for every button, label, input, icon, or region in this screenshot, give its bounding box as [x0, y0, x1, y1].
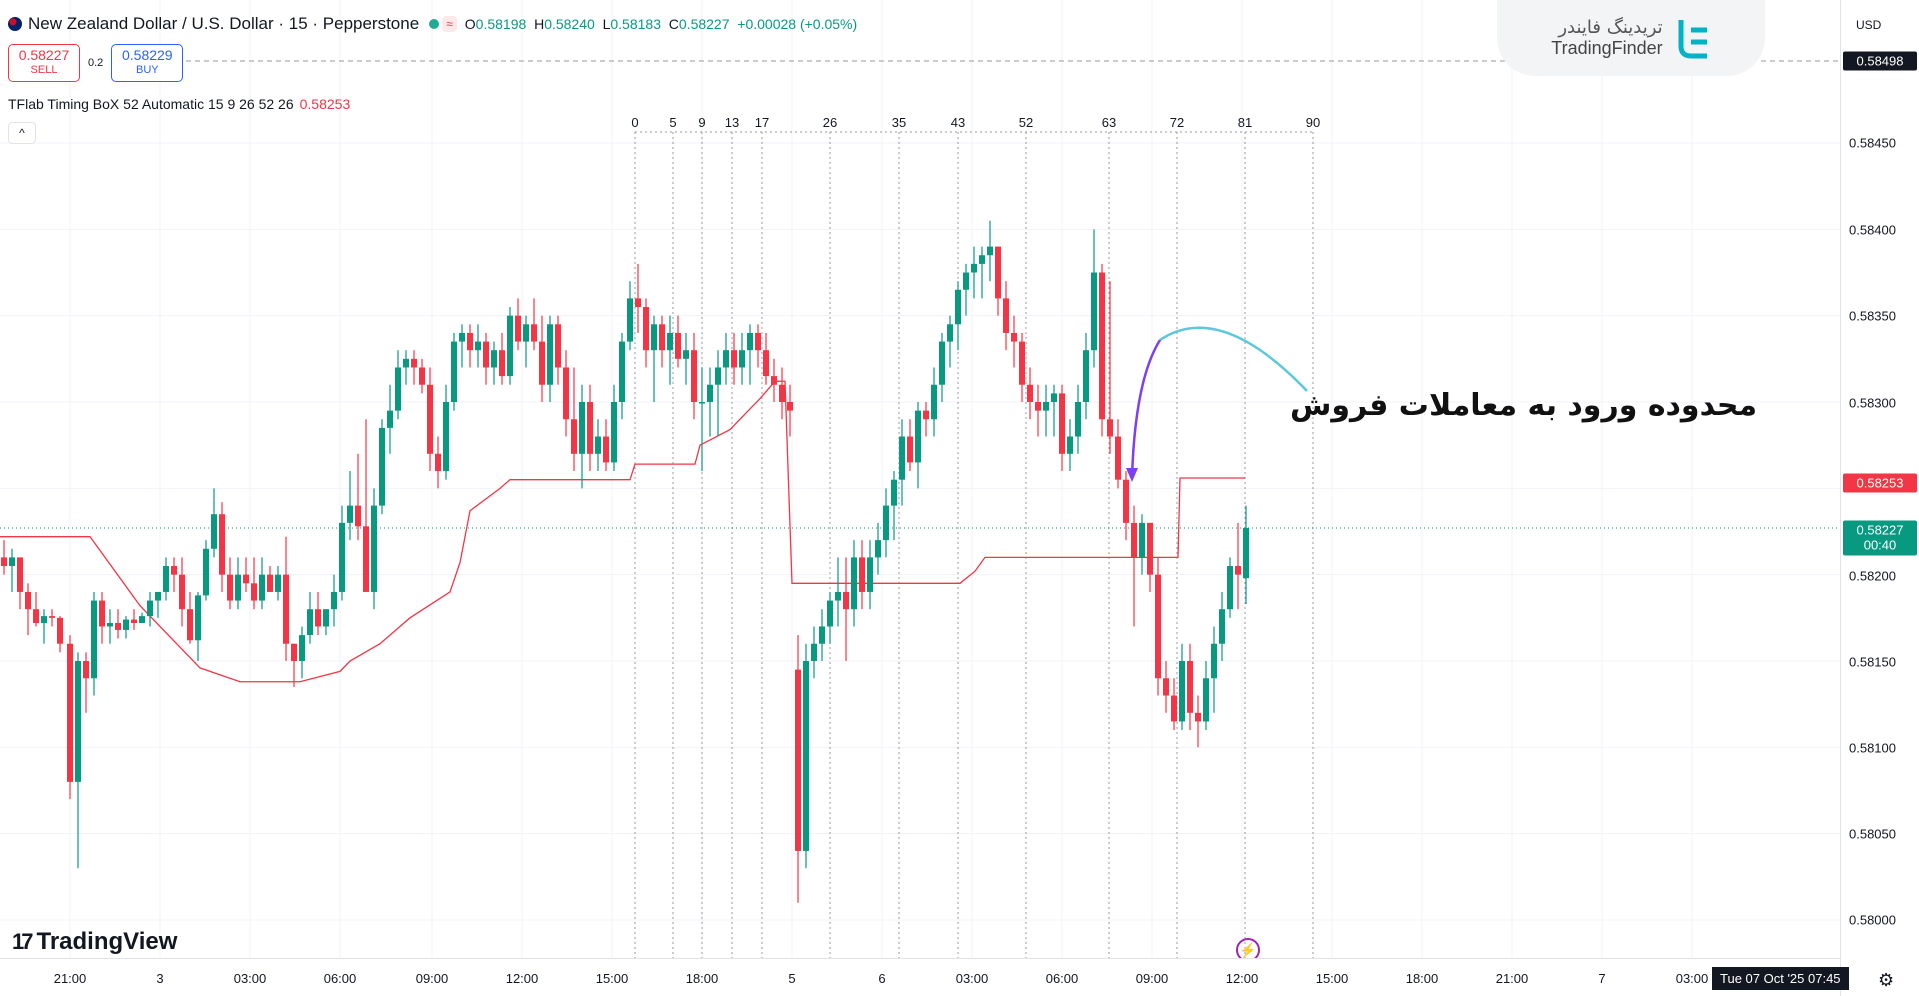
time-tick-label: 21:00	[53, 971, 87, 986]
time-tick-label: 18:00	[1405, 971, 1439, 986]
price-tick-label: 0.58400	[1849, 222, 1896, 238]
market-open-dot-icon	[429, 19, 440, 29]
timing-count-label: 72	[1170, 115, 1184, 130]
timing-box-indicator-line	[0, 380, 1245, 683]
price-tick-label: 0.58100	[1849, 740, 1896, 756]
timing-count-label: 17	[755, 115, 769, 130]
time-tick-label: 03:00	[1675, 971, 1709, 986]
timing-count-label: 43	[951, 115, 965, 130]
tradingfinder-logo-icon	[1678, 20, 1707, 59]
time-tick-label: 7	[1598, 971, 1606, 986]
bar-countdown: 00:40	[1863, 537, 1897, 553]
gear-icon[interactable]: ⚙	[1878, 970, 1895, 990]
time-tick-label: 03:00	[955, 971, 989, 986]
ohlc-values: O0.58198 H0.58240 L0.58183 C0.58227 +0.0…	[464, 16, 858, 32]
time-tick-label: 12:00	[1225, 971, 1259, 986]
last-price-tag: 0.58227 00:40	[1843, 520, 1917, 556]
timing-count-label: 13	[725, 115, 739, 130]
time-tick-label: 5	[788, 971, 796, 986]
time-tick-label: 09:00	[415, 971, 449, 986]
time-tick-label: 6	[878, 971, 886, 986]
indicator-value: 0.58253	[299, 96, 351, 112]
price-axis[interactable]: 0.58450 0.58400 0.58350 0.58300 0.58200 0.581…	[1840, 0, 1919, 996]
price-tick-label: 0.58150	[1849, 654, 1896, 670]
chevron-up-icon: ^	[19, 126, 25, 140]
timing-count-label: 5	[669, 115, 676, 130]
timing-count-label: 90	[1306, 115, 1320, 130]
time-tick-label: 3	[156, 971, 164, 986]
time-tick-label: 09:00	[1135, 971, 1169, 986]
price-tick-label: 0.58200	[1849, 568, 1896, 584]
price-tick-label: 0.58450	[1849, 135, 1896, 151]
buy-button[interactable]: 0.58229 BUY	[111, 44, 184, 82]
crosshair-price-tag: 0.58498	[1843, 51, 1917, 71]
timing-count-label: 63	[1102, 115, 1116, 130]
spread-value: 0.2	[88, 57, 104, 69]
timing-count-label: 0	[631, 115, 638, 130]
symbol-title[interactable]: New Zealand Dollar / U.S. Dollar · 15 · …	[28, 14, 420, 33]
sell-button[interactable]: 0.58227 SELL	[8, 44, 80, 82]
time-tick-label: 03:00	[233, 971, 267, 986]
indicator-label: TFlab Timing BoX 52 Automatic 15 9 26 52…	[8, 96, 294, 112]
nzd-flag-icon	[8, 17, 22, 31]
indicator-price-tag: 0.58253	[1843, 473, 1917, 493]
sell-entry-zone-annotation: محدوده ورود به معاملات فروش	[1290, 388, 1758, 423]
tradingfinder-watermark: تریدینگ فایندر TradingFinder	[1497, 0, 1765, 76]
timing-count-label: 35	[892, 115, 906, 130]
time-tick-label: 21:00	[1495, 971, 1529, 986]
time-tick-label: 15:00	[1315, 971, 1349, 986]
collapse-legend-button[interactable]: ^	[8, 122, 36, 144]
trade-buttons: 0.58227 SELL 0.2 0.58229 BUY	[8, 44, 184, 82]
price-tick-label: 0.58300	[1849, 395, 1896, 411]
delayed-data-icon: ≈	[442, 16, 457, 32]
indicator-legend[interactable]: TFlab Timing BoX 52 Automatic 15 9 26 52…	[8, 96, 350, 112]
price-tick-label: 0.58050	[1849, 826, 1896, 842]
symbol-legend: New Zealand Dollar / U.S. Dollar · 15 · …	[8, 14, 857, 34]
candlestick-chart[interactable]: 0 5 9 13 17 26 35 43 52 63 72 81 90	[0, 0, 1840, 958]
time-tick-label: 06:00	[1045, 971, 1079, 986]
time-tick-label: 12:00	[505, 971, 539, 986]
timing-count-label: 52	[1019, 115, 1033, 130]
price-tick-label: 0.58000	[1849, 912, 1896, 928]
time-axis[interactable]: 21:00 3 03:00 06:00 09:00 12:00 15:00 18:00 5 6 03…	[0, 958, 1849, 996]
time-tick-label: 15:00	[595, 971, 629, 986]
timing-count-label: 9	[698, 115, 705, 130]
chart-plot-area[interactable]: 0 5 9 13 17 26 35 43 52 63 72 81 90 New Zealand Doll…	[0, 0, 1840, 962]
crosshair-time-tag: Tue 07 Oct '25 07:45	[1712, 967, 1849, 990]
tradingview-mark-icon: 17	[12, 929, 34, 954]
time-tick-label: 06:00	[323, 971, 357, 986]
currency-selector[interactable]: USD	[1856, 18, 1882, 32]
timing-count-label: 26	[823, 115, 837, 130]
market-status-badge[interactable]: ≈	[429, 16, 457, 32]
tradingview-logo[interactable]: 17 TradingView	[12, 928, 178, 955]
price-tick-label: 0.58350	[1849, 308, 1896, 324]
time-tick-label: 18:00	[685, 971, 719, 986]
timing-count-label: 81	[1238, 115, 1252, 130]
